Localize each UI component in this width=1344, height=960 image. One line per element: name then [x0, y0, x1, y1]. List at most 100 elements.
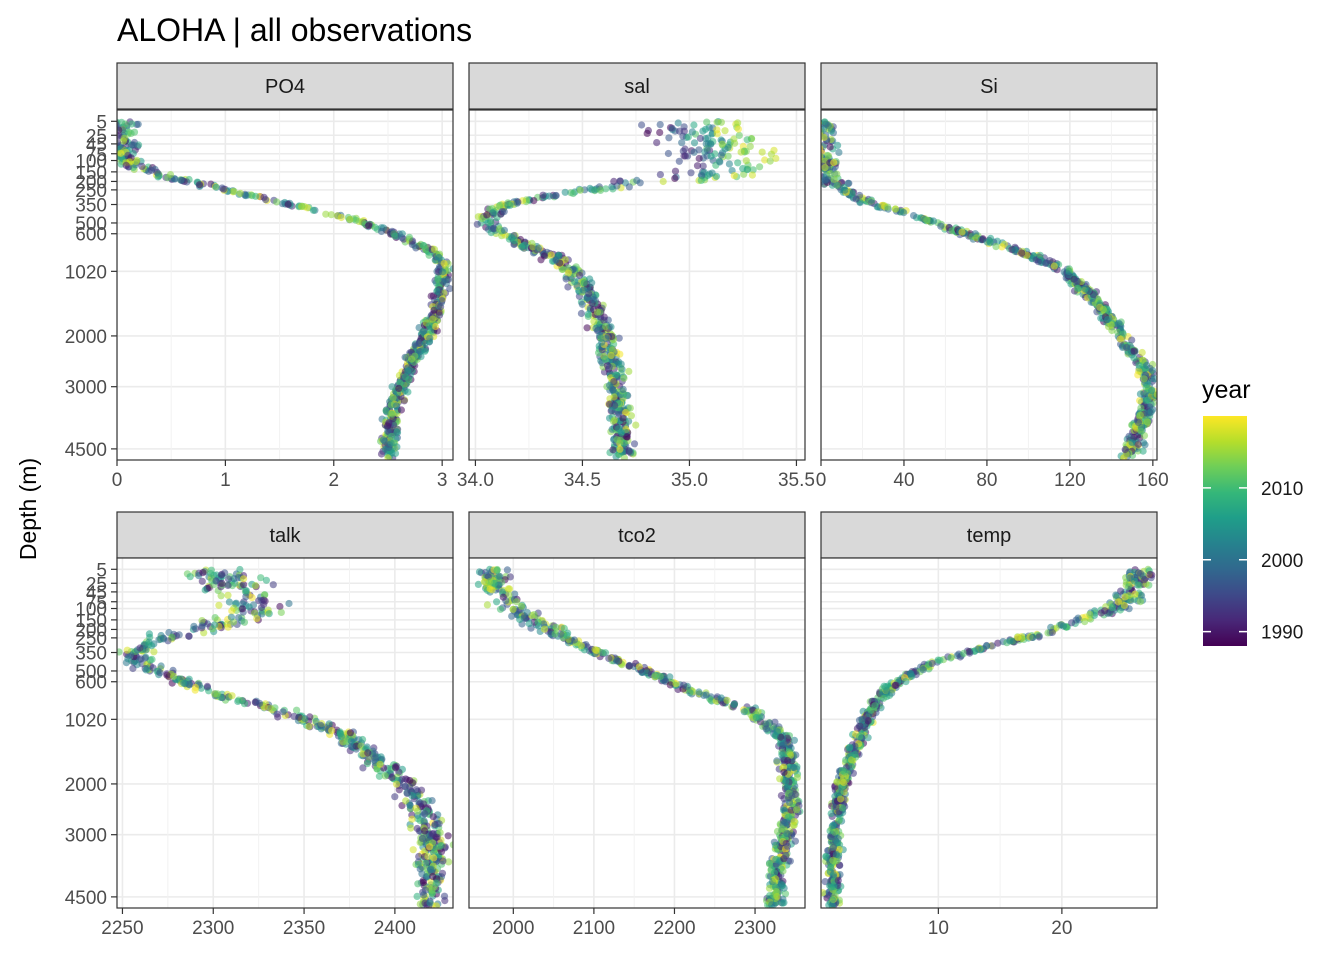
data-point — [882, 683, 890, 691]
y-tick-label: 350 — [75, 196, 107, 217]
data-point — [786, 857, 794, 865]
panel-border — [820, 557, 1158, 909]
data-point — [619, 385, 627, 393]
data-point — [431, 322, 440, 331]
data-point — [675, 127, 684, 135]
data-point — [656, 121, 664, 129]
data-point — [810, 160, 817, 167]
data-point — [810, 163, 817, 170]
data-point — [687, 169, 695, 177]
data-point — [983, 238, 991, 246]
data-point — [185, 632, 193, 640]
data-point — [813, 123, 820, 130]
data-point — [503, 566, 511, 574]
data-point — [811, 132, 818, 139]
data-point — [580, 279, 588, 287]
data-point — [746, 142, 754, 150]
data-point — [388, 432, 396, 440]
data-point — [489, 224, 498, 232]
data-point — [211, 621, 219, 629]
data-point — [588, 279, 596, 287]
data-point — [257, 574, 265, 582]
data-points — [821, 565, 1156, 908]
panel-border — [468, 109, 806, 461]
chart-title: ALOHA | all observations — [117, 12, 472, 48]
data-point — [485, 578, 493, 586]
data-point — [251, 609, 259, 617]
data-point — [260, 600, 268, 609]
data-point — [1125, 583, 1133, 591]
data-point — [824, 121, 832, 130]
data-point — [681, 145, 689, 153]
data-point — [540, 625, 549, 633]
data-point — [665, 134, 673, 142]
x-tick-label: 2400 — [374, 918, 416, 939]
data-point — [960, 649, 968, 658]
data-point — [577, 309, 586, 318]
data-point — [234, 697, 242, 706]
data-point — [1112, 591, 1120, 599]
data-point — [163, 671, 171, 679]
data-point — [907, 670, 915, 678]
data-point — [668, 124, 676, 132]
data-point — [1140, 375, 1148, 383]
data-point — [238, 605, 246, 613]
data-point — [1035, 633, 1043, 641]
data-point — [571, 278, 579, 286]
data-point — [128, 120, 136, 128]
data-point — [576, 186, 584, 194]
data-point — [838, 804, 847, 812]
x-tick-label: 2300 — [734, 918, 776, 939]
data-point — [934, 656, 942, 664]
data-point — [346, 729, 355, 737]
data-point — [570, 636, 579, 644]
data-point — [160, 635, 168, 643]
plot-background — [117, 558, 453, 908]
data-point — [391, 232, 399, 240]
data-point — [1125, 432, 1133, 440]
data-point — [359, 735, 367, 744]
x-tick-label: 0 — [816, 470, 827, 491]
data-point — [403, 789, 411, 798]
data-point — [833, 181, 841, 190]
data-point — [623, 391, 631, 399]
data-point — [439, 857, 447, 865]
data-point — [821, 124, 822, 128]
data-point — [841, 768, 849, 776]
data-point — [830, 158, 838, 167]
facet-strip — [468, 511, 806, 559]
data-point — [242, 192, 250, 200]
data-point — [1081, 618, 1089, 626]
data-point — [517, 602, 526, 610]
x-axis: 0 40 80 120 160 — [816, 460, 1169, 491]
y-tick-label: 150 — [75, 611, 107, 632]
data-point — [871, 702, 879, 710]
data-point — [107, 144, 114, 151]
data-point — [429, 872, 437, 881]
data-point — [240, 700, 249, 708]
data-point — [575, 271, 584, 279]
y-tick-label: 200 — [75, 172, 107, 193]
data-point — [606, 381, 614, 389]
data-point — [1131, 590, 1139, 598]
data-point — [510, 236, 518, 245]
data-point — [157, 662, 165, 670]
data-point — [740, 708, 748, 716]
data-point — [992, 243, 1000, 251]
data-point — [508, 612, 516, 620]
data-point — [841, 186, 849, 194]
data-point — [290, 712, 298, 721]
data-point — [666, 681, 674, 689]
facet-strip — [468, 62, 806, 110]
data-point — [725, 160, 734, 168]
data-point — [638, 668, 646, 676]
data-point — [1050, 262, 1058, 270]
y-tick-label: 3000 — [65, 378, 107, 399]
data-point — [1136, 598, 1144, 606]
data-point — [811, 161, 818, 168]
data-point — [218, 579, 226, 588]
data-point — [277, 608, 285, 617]
data-point — [564, 283, 572, 291]
plot-background — [469, 110, 805, 460]
data-point — [983, 642, 991, 650]
